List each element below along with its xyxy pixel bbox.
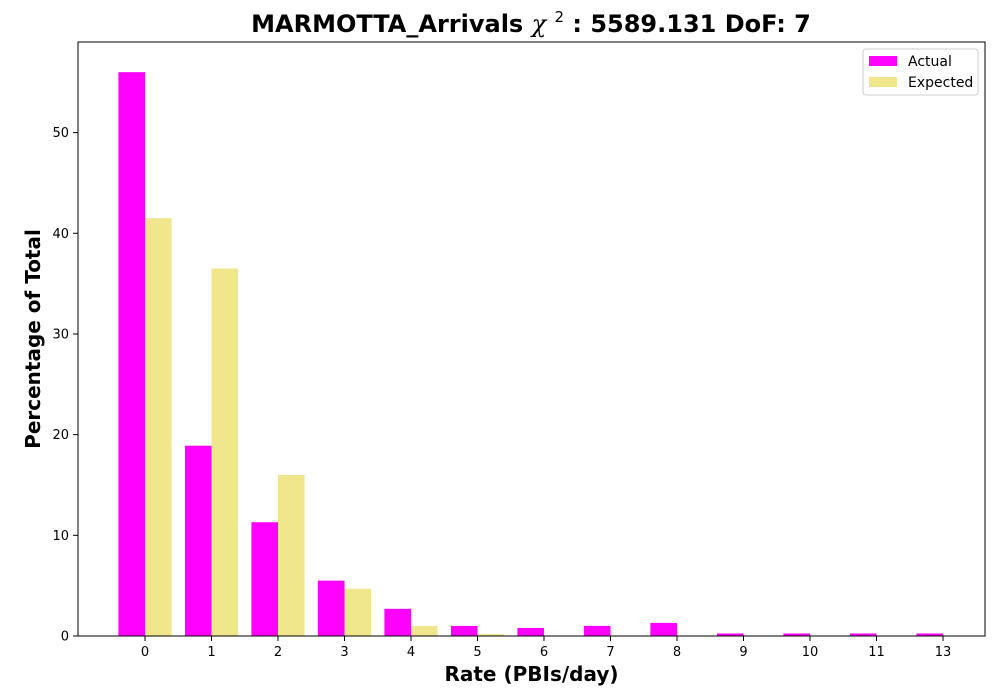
y-axis: 0 10 20 30 40 50 (52, 126, 78, 645)
y-tick-label: 30 (52, 327, 69, 342)
x-tick-label: 11 (868, 645, 885, 660)
bar-expected-1 (211, 268, 239, 636)
y-tick-label: 50 (52, 126, 69, 141)
title-chi-symbol: χ (530, 10, 548, 38)
x-tick-label: 9 (739, 645, 747, 660)
bar-actual-2 (251, 522, 278, 636)
bar-actual-4 (384, 608, 411, 636)
x-tick-label: 1 (207, 645, 215, 660)
y-tick-label: 10 (52, 529, 69, 544)
x-tick-label: 8 (673, 645, 681, 660)
x-tick-label: 3 (340, 645, 348, 660)
x-tick-label: 13 (935, 645, 952, 660)
y-axis-title: Percentage of Total (21, 229, 45, 449)
legend-swatch-expected (869, 77, 897, 87)
bar-actual-5 (450, 625, 478, 636)
title-chi-superscript: 2 (554, 8, 564, 26)
bar-actual-9 (716, 633, 744, 636)
bar-actual-8 (650, 622, 677, 636)
bar-expected-5 (477, 633, 505, 636)
y-tick-label: 20 (52, 428, 69, 443)
bar-expected-0 (145, 218, 172, 636)
y-tick-label: 0 (61, 630, 69, 645)
plot-frame (77, 41, 986, 637)
y-tick-label: 40 (52, 227, 69, 242)
bar-expected-3 (344, 588, 372, 636)
x-tick-label: 10 (802, 645, 819, 660)
title-suffix: : 5589.131 DoF: 7 (572, 10, 810, 38)
bar-actual-13 (916, 633, 943, 636)
x-tick-label: 0 (141, 645, 149, 660)
chart-title: MARMOTTA_Arrivals χ 2 : 5589.131 DoF: 7 (251, 0, 811, 38)
title-prefix: MARMOTTA_Arrivals (251, 10, 531, 38)
bar-actual-11 (849, 633, 877, 636)
bar-expected-4 (411, 625, 438, 636)
x-axis-title: Rate (PBIs/day) (444, 662, 618, 686)
legend-label-expected: Expected (908, 75, 973, 91)
x-tick-label: 6 (540, 645, 548, 660)
legend-label-actual: Actual (908, 54, 952, 70)
x-axis: 0 1 2 3 4 5 6 7 8 9 10 11 13 (141, 636, 951, 660)
x-tick-label: 2 (274, 645, 282, 660)
bars-layer (118, 72, 943, 636)
bar-actual-0 (118, 72, 145, 636)
bar-actual-7 (583, 625, 611, 636)
bar-actual-1 (184, 445, 212, 636)
x-tick-label: 4 (407, 645, 415, 660)
bar-actual-6 (517, 627, 544, 636)
x-tick-label: 5 (473, 645, 481, 660)
bar-expected-2 (278, 474, 305, 636)
legend-swatch-actual (869, 56, 897, 66)
x-tick-label: 7 (606, 645, 614, 660)
bar-actual-10 (783, 633, 810, 636)
bar-actual-3 (317, 580, 345, 636)
legend: Actual Expected (862, 48, 979, 96)
